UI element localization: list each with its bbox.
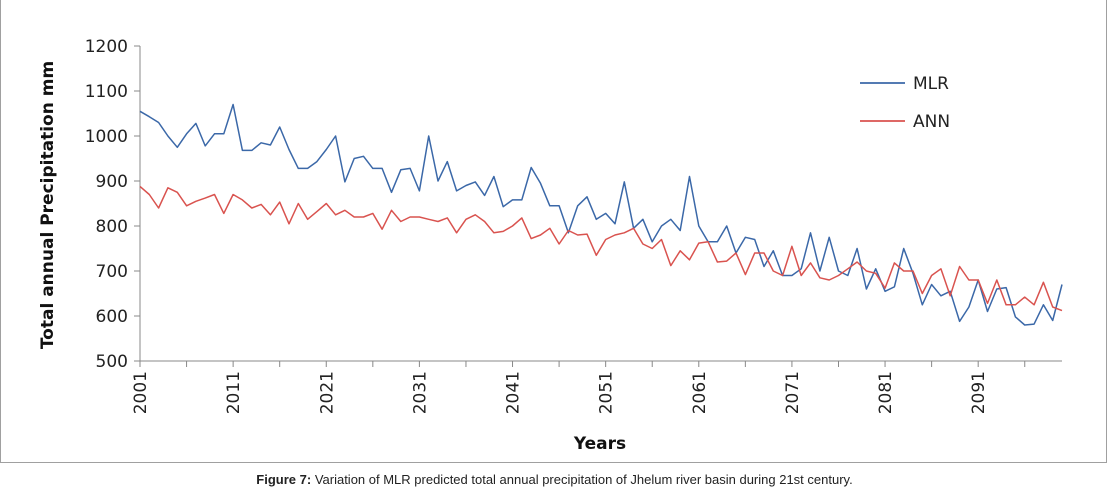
y-tick-labels: 500 600 700 800 900 1000 1100 1200 [85,37,128,372]
y-tick-label: 800 [96,217,128,237]
x-tick-label: 2061 [690,371,710,414]
y-tick-label: 600 [96,307,128,327]
legend: MLR ANN [860,74,950,132]
series-line-ann [139,185,1063,312]
axes [134,45,1062,367]
x-tick-label: 2001 [131,371,151,414]
x-tick-labels: 2001 2011 2021 2031 2041 2051 2061 2071 2081 2091 [131,371,989,414]
y-tick-label: 700 [96,262,128,282]
legend-label-ann: ANN [913,112,950,132]
x-tick-label: 2081 [876,371,896,414]
x-tick-label: 2021 [317,371,337,414]
x-axis-title: Years [573,434,626,454]
x-tick-label: 2091 [969,371,989,414]
x-tick-label: 2071 [783,371,803,414]
x-tick-label: 2051 [597,371,617,414]
line-chart: 500 600 700 800 900 1000 1100 1200 2001 2011 2021… [38,37,1063,454]
y-tick-label: 1000 [85,127,128,147]
series-line-mlr [139,103,1063,326]
legend-label-mlr: MLR [913,74,949,94]
x-tick-label: 2031 [410,371,430,414]
series-lines [139,103,1063,326]
x-tick-label: 2041 [504,371,524,414]
y-axis-title: Total annual Precipitation mm [38,61,58,349]
figure-caption: Figure 7: Variation of MLR predicted tot… [0,472,1109,487]
y-tick-label: 900 [96,172,128,192]
y-tick-label: 1100 [85,82,128,102]
y-tick-label: 500 [96,352,128,372]
y-tick-label: 1200 [85,37,128,57]
caption-label: Figure 7: [256,472,312,487]
x-tick-label: 2011 [224,371,244,414]
chart-frame [0,0,1107,463]
caption-text: Variation of MLR predicted total annual … [311,472,853,487]
